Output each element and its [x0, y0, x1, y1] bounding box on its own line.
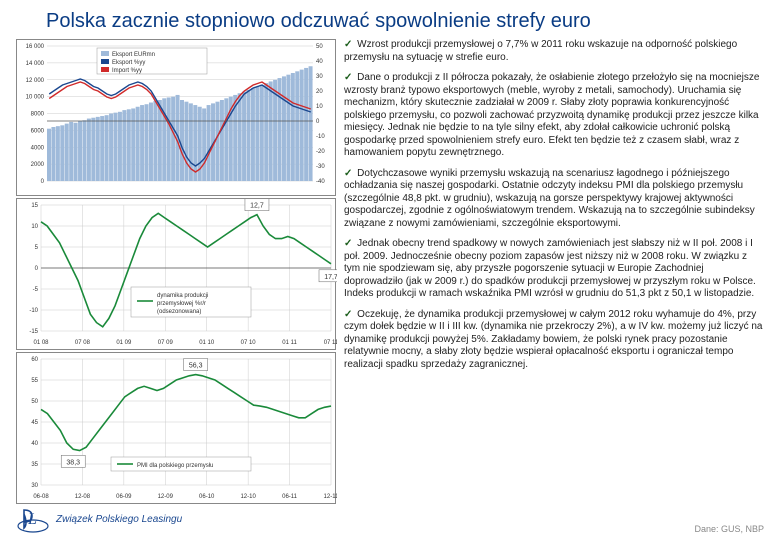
svg-text:5: 5: [35, 245, 39, 251]
svg-text:12-10: 12-10: [240, 494, 256, 500]
svg-text:4000: 4000: [31, 145, 45, 151]
body-paragraph: ✓ Jednak obecny trend spadkowy w nowych …: [344, 238, 764, 301]
svg-text:30: 30: [316, 74, 323, 80]
svg-text:56,3: 56,3: [189, 363, 203, 370]
body-paragraph: ✓ Dotychczasowe wyniki przemysłu wskazuj…: [344, 168, 764, 231]
svg-text:17,7: 17,7: [324, 274, 337, 281]
page-title: Polska zacznie stopniowo odczuwać spowol…: [46, 10, 764, 33]
svg-text:01 08: 01 08: [33, 340, 49, 346]
svg-text:6000: 6000: [31, 128, 45, 134]
svg-text:8000: 8000: [31, 112, 45, 118]
svg-text:przemysłowej %r/r: przemysłowej %r/r: [157, 301, 206, 307]
svg-text:0: 0: [41, 179, 45, 185]
svg-text:-10: -10: [29, 308, 38, 314]
svg-text:Import %yy: Import %yy: [112, 68, 142, 74]
svg-text:(odsezonowana): (odsezonowana): [157, 309, 201, 315]
svg-text:10 000: 10 000: [26, 95, 45, 101]
svg-text:45: 45: [31, 420, 38, 426]
svg-text:PMI dla polskiego przemysłu: PMI dla polskiego przemysłu: [137, 463, 213, 469]
svg-text:50: 50: [31, 399, 38, 405]
body-paragraph: ✓ Oczekuję, że dynamika produkcji przemy…: [344, 309, 764, 372]
svg-text:55: 55: [31, 378, 38, 384]
svg-text:2000: 2000: [31, 162, 45, 168]
svg-text:12-11: 12-11: [324, 494, 337, 500]
svg-text:Eksport EURmn: Eksport EURmn: [112, 52, 155, 58]
svg-text:60: 60: [31, 357, 38, 363]
svg-text:14 000: 14 000: [26, 61, 45, 67]
svg-text:10: 10: [316, 104, 323, 110]
svg-text:07 09: 07 09: [158, 340, 174, 346]
text-column: ✓ Wzrost produkcji przemysłowej o 7,7% w…: [344, 39, 764, 534]
svg-text:06-10: 06-10: [199, 494, 215, 500]
chart-pmi: 30 35 40 45 50 55 60 06-08 12-08 06-09 12-09 06-10 1…: [16, 352, 336, 504]
svg-text:0: 0: [35, 266, 39, 272]
chart-export-import: 0 2000 4000 6000 8000 10 000 12 000 14 000 16 00…: [16, 39, 336, 196]
svg-text:-30: -30: [316, 164, 325, 170]
svg-text:40: 40: [31, 441, 38, 447]
svg-text:12-09: 12-09: [158, 494, 174, 500]
svg-text:dynamika produkcji: dynamika produkcji: [157, 293, 208, 299]
svg-text:38,3: 38,3: [66, 459, 80, 466]
svg-text:07 11: 07 11: [324, 340, 337, 346]
svg-text:10: 10: [31, 224, 38, 230]
chart-industrial-production: -15 -10 -5 0 5 10 15 01 08 07 08 01 09 07 09 01 10 0…: [16, 198, 336, 350]
svg-text:30: 30: [31, 483, 38, 489]
svg-text:-5: -5: [33, 287, 39, 293]
body-paragraph: ✓ Dane o produkcji z II półrocza pokazał…: [344, 72, 764, 160]
svg-text:-40: -40: [316, 179, 325, 185]
svg-text:50: 50: [316, 44, 323, 50]
svg-text:07 08: 07 08: [75, 340, 91, 346]
svg-text:15: 15: [31, 203, 38, 209]
svg-text:-20: -20: [316, 149, 325, 155]
svg-text:12,7: 12,7: [250, 203, 264, 210]
charts-column: 0200040006000800010 00012 00014 00016 00…: [16, 39, 336, 534]
svg-text:06-09: 06-09: [116, 494, 132, 500]
svg-text:06-08: 06-08: [33, 494, 49, 500]
svg-text:Eksport %yy: Eksport %yy: [112, 60, 145, 66]
svg-text:-10: -10: [316, 134, 325, 140]
svg-text:16 000: 16 000: [26, 44, 45, 50]
svg-text:01 09: 01 09: [116, 340, 132, 346]
svg-text:01 11: 01 11: [282, 340, 297, 346]
svg-text:20: 20: [316, 89, 323, 95]
body-paragraph: ✓ Wzrost produkcji przemysłowej o 7,7% w…: [344, 39, 764, 64]
svg-text:40: 40: [316, 59, 323, 65]
svg-text:12-08: 12-08: [75, 494, 91, 500]
svg-text:07 10: 07 10: [241, 340, 257, 346]
svg-text:35: 35: [31, 462, 38, 468]
svg-text:-15: -15: [29, 329, 38, 335]
svg-text:01 10: 01 10: [199, 340, 215, 346]
svg-text:12 000: 12 000: [26, 78, 45, 84]
svg-text:0: 0: [316, 119, 320, 125]
svg-text:06-11: 06-11: [282, 494, 298, 500]
